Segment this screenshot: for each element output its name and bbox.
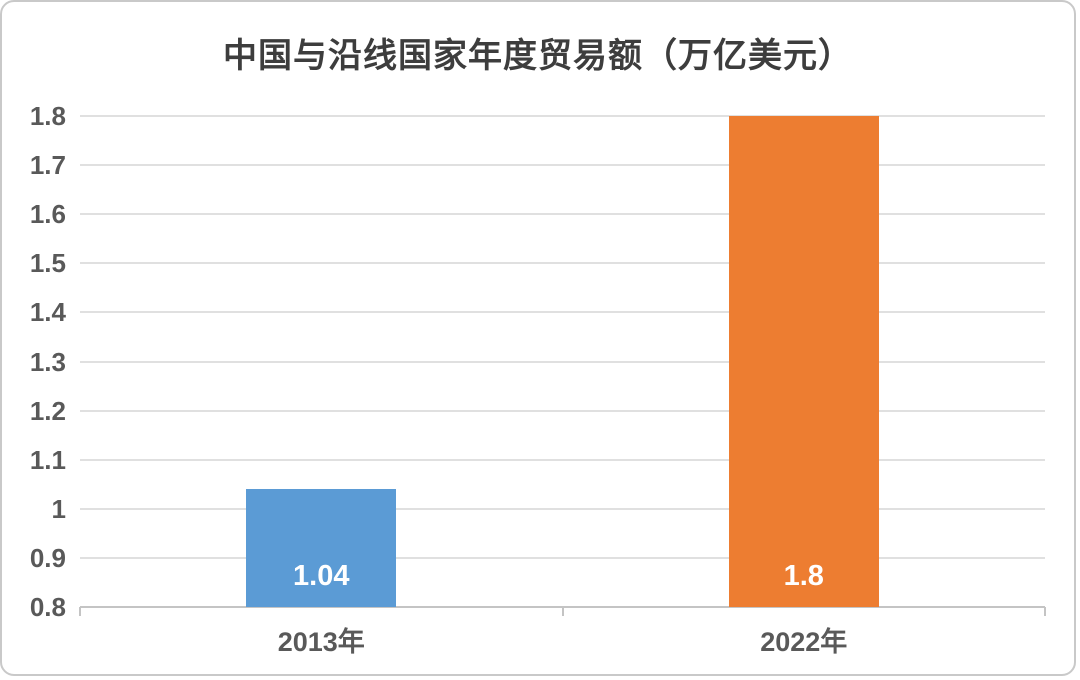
bar-value-label: 1.8 — [783, 560, 824, 592]
x-axis: 2013年 2022年 — [80, 620, 1045, 657]
gridline — [80, 507, 1045, 510]
y-tick-label: 0.9 — [29, 542, 66, 573]
x-axis-tick — [79, 607, 81, 616]
bar-value-label: 1.04 — [293, 560, 350, 592]
y-axis: 0.8 0.9 1 1.1 1.2 1.3 1.4 1.5 1.6 1.7 1.8 — [2, 103, 66, 620]
gridline — [80, 262, 1045, 265]
gridline — [80, 164, 1045, 167]
y-tick-label: 1 — [51, 493, 66, 524]
x-tick-label: 2013年 — [277, 627, 365, 657]
bar-2022年: 1.8 — [728, 116, 879, 607]
chart-title: 中国与沿线国家年度贸易额（万亿美元） — [223, 37, 853, 75]
gridline — [80, 360, 1045, 363]
gridline — [80, 311, 1045, 314]
x-tick-label: 2022年 — [760, 627, 848, 657]
y-tick-label: 0.8 — [29, 592, 66, 622]
y-tick-label: 1.1 — [29, 444, 66, 475]
y-tick-label: 1.4 — [29, 297, 66, 328]
gridline — [80, 213, 1045, 216]
gridline — [80, 458, 1045, 461]
y-tick-label: 1.5 — [29, 248, 66, 279]
x-axis-tick — [1044, 607, 1046, 616]
y-tick-label: 1.8 — [29, 101, 66, 131]
plot-area: 1.04 1.8 — [79, 115, 1046, 616]
y-tick-label: 1.7 — [29, 150, 66, 181]
x-axis-tick — [561, 607, 564, 616]
gridline — [80, 556, 1045, 559]
gridline — [80, 115, 1045, 117]
bar-2013年: 1.04 — [246, 489, 397, 607]
y-tick-label: 1.3 — [29, 346, 66, 377]
y-tick-label: 1.2 — [29, 395, 66, 426]
y-tick-label: 1.6 — [29, 199, 66, 230]
gridline — [80, 409, 1045, 412]
